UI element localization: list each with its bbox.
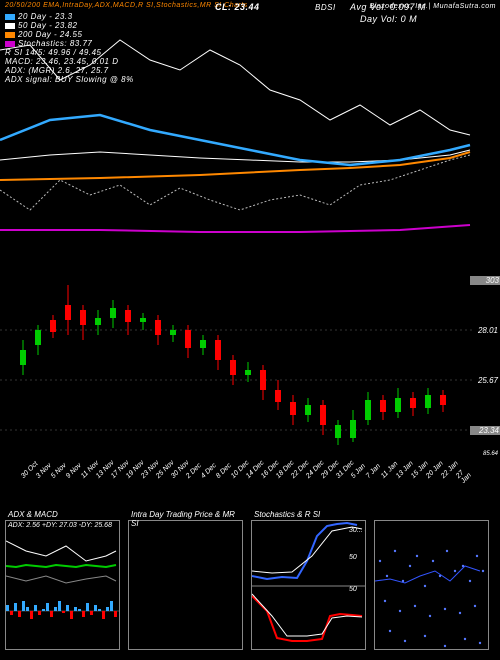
- sub-panel-title: Stochastics & R SI: [254, 510, 320, 519]
- sub-panel-title: ADX & MACD: [8, 510, 58, 519]
- y-axis-label: 85.64: [470, 451, 498, 457]
- sub-panel-last[interactable]: [374, 520, 489, 650]
- indicator-chart[interactable]: [0, 10, 475, 260]
- adx-values: ADX: 2.56 +DY: 27.03 -DY: 25.68: [8, 522, 112, 529]
- svg-text:50: 50: [349, 554, 357, 561]
- bottom-panels: ADX & MACDADX: 2.56 +DY: 27.03 -DY: 25.6…: [0, 520, 500, 660]
- sub-panel-title: Intra Day Trading Price & MR SI: [131, 510, 242, 528]
- chart-title-left: 20/50/200 EMA,IntraDay,ADX,MACD,R SI,Sto…: [5, 2, 248, 9]
- sub-panel-adx[interactable]: ADX & MACDADX: 2.56 +DY: 27.03 -DY: 25.6…: [5, 520, 120, 650]
- candle-chart[interactable]: [0, 280, 475, 465]
- sub-panel-stochrsi[interactable]: Stochastics & R SI5030... 5050: [251, 520, 366, 650]
- y-axis-label: 25.67: [470, 376, 498, 385]
- svg-text:50: 50: [349, 586, 357, 593]
- svg-text:30... 50: 30... 50: [349, 527, 365, 534]
- y-axis-label: 23.34: [470, 426, 500, 435]
- y-axis-label: 303: [470, 276, 500, 285]
- y-axis-label: 28.01: [470, 326, 498, 335]
- x-axis-label: 7 Jan: [365, 463, 382, 480]
- sub-panel-intra[interactable]: Intra Day Trading Price & MR SI: [128, 520, 243, 650]
- source: Bioxodexxx, Inc.| MunafaSutra.com: [370, 3, 496, 10]
